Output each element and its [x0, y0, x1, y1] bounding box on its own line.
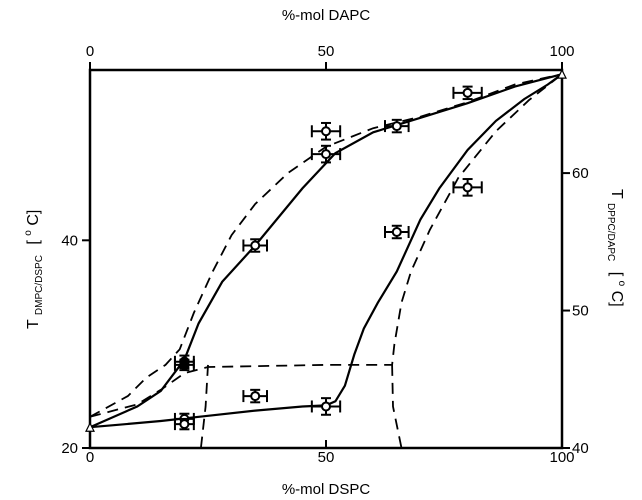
triangle-marker [85, 421, 95, 432]
series-lines [85, 68, 567, 449]
data-point [391, 227, 402, 237]
left-axis-title-unit: C] [25, 210, 42, 226]
left-axis-title-sub: DMPC/DSPC [34, 255, 45, 315]
solid-boundary-line [89, 73, 563, 429]
data-point [321, 126, 331, 137]
dashed-boundary-line [89, 73, 563, 418]
right-tick-label: 50 [572, 303, 589, 320]
bottom-tick-label: 50 [318, 449, 335, 466]
left-axis-title: T DMPC/DSPC [ o C] [18, 210, 46, 329]
left-axis-title-unit-open: [ [25, 240, 42, 245]
data-point [462, 182, 473, 193]
bottom-tick-label: 0 [86, 449, 94, 466]
right-axis-title-unit-open: [ [608, 272, 625, 277]
right-axis-title: T DPPC/DAPC [ o C] [604, 189, 632, 307]
right-axis-title-unit: C] [608, 291, 625, 307]
data-point [250, 391, 261, 402]
data-point [391, 121, 402, 132]
right-axis-title-main: T [608, 189, 625, 199]
data-point [321, 149, 331, 160]
dashed-boundary-line [391, 364, 403, 449]
left-axis-title-unit-sup: o [23, 230, 34, 236]
bottom-axis-title: %-mol DSPC [282, 481, 371, 498]
data-point [179, 419, 190, 430]
left-tick-label: 40 [61, 232, 78, 249]
top-tick-label: 0 [86, 43, 94, 60]
solid-boundary-line [89, 73, 563, 429]
data-point-filled [179, 359, 190, 371]
top-tick-label: 50 [318, 43, 335, 60]
right-tick-label: 60 [572, 165, 589, 182]
data-point [321, 401, 331, 412]
data-points [173, 85, 483, 431]
right-axis-title-sub: DPPC/DAPC [605, 203, 616, 261]
axis-ticks: 0 50 100 0 50 100 20 40 40 50 60 [61, 43, 588, 466]
top-axis-title: %-mol DAPC [282, 7, 371, 24]
bottom-tick-label: 100 [549, 449, 574, 466]
triangle-marker [557, 68, 567, 79]
top-tick-label: 100 [549, 43, 574, 60]
right-axis-title-unit-sup: o [616, 281, 627, 287]
data-point [462, 87, 473, 98]
left-tick-label: 20 [61, 440, 78, 457]
dashed-boundary-line [89, 73, 563, 418]
dashed-boundary-line [200, 364, 209, 449]
right-tick-label: 40 [572, 440, 589, 457]
left-axis-title-main: T [25, 319, 42, 329]
data-point [250, 240, 261, 251]
